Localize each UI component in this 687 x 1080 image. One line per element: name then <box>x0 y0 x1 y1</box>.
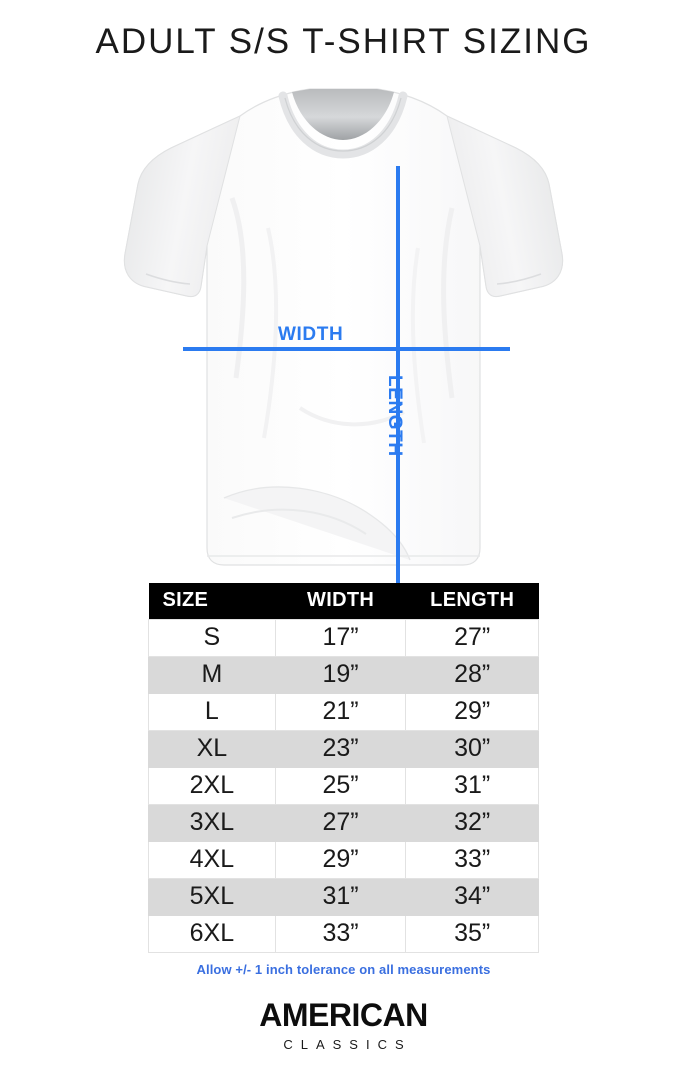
size-table: SIZE WIDTH LENGTH S 17” 27” M 19” 28” L … <box>148 583 539 953</box>
cell-length: 28” <box>405 655 539 694</box>
cell-size: L <box>148 692 276 731</box>
header-width: WIDTH <box>275 583 406 619</box>
cell-width: 19” <box>274 655 407 694</box>
tolerance-note: Allow +/- 1 inch tolerance on all measur… <box>196 962 491 977</box>
cell-length: 31” <box>405 766 539 805</box>
table-row: M 19” 28” <box>148 655 539 694</box>
table-row: 6XL 33” 35” <box>148 914 539 953</box>
cell-length: 35” <box>405 914 539 953</box>
cell-size: 6XL <box>148 914 276 953</box>
cell-width: 25” <box>274 766 407 805</box>
table-header-row: SIZE WIDTH LENGTH <box>148 583 539 619</box>
cell-width: 17” <box>274 618 407 657</box>
page-title: ADULT S/S T-SHIRT SIZING <box>95 22 592 61</box>
table-row: 4XL 29” 33” <box>148 840 539 879</box>
table-row: XL 23” 30” <box>148 729 539 768</box>
cell-width: 33” <box>274 914 407 953</box>
cell-length: 30” <box>405 729 539 768</box>
brand-name-primary: AMERICAN <box>259 997 428 1033</box>
brand-logo: AMERICAN CLASSICS <box>0 997 687 1052</box>
cell-width: 23” <box>274 729 407 768</box>
cell-length: 33” <box>405 840 539 879</box>
table-row: 2XL 25” 31” <box>148 766 539 805</box>
header-length: LENGTH <box>405 583 539 619</box>
table-row: L 21” 29” <box>148 692 539 731</box>
cell-size: S <box>148 618 276 657</box>
header-size: SIZE <box>148 583 276 619</box>
cell-width: 31” <box>274 877 407 916</box>
length-label: LENGTH <box>384 375 405 457</box>
cell-length: 29” <box>405 692 539 731</box>
cell-length: 32” <box>405 803 539 842</box>
cell-length: 34” <box>405 877 539 916</box>
tshirt-icon <box>123 88 564 566</box>
brand-name-secondary: CLASSICS <box>283 1036 412 1052</box>
width-measure-line <box>183 347 510 351</box>
cell-size: XL <box>148 729 276 768</box>
cell-width: 27” <box>274 803 407 842</box>
cell-size: 2XL <box>148 766 276 805</box>
table-row: S 17” 27” <box>148 618 539 657</box>
cell-size: 4XL <box>148 840 276 879</box>
tshirt-diagram: WIDTH LENGTH <box>0 78 687 645</box>
cell-size: 5XL <box>148 877 276 916</box>
cell-size: M <box>148 655 276 694</box>
table-row: 5XL 31” 34” <box>148 877 539 916</box>
cell-size: 3XL <box>148 803 276 842</box>
table-row: 3XL 27” 32” <box>148 803 539 842</box>
length-measure-line <box>396 166 400 645</box>
width-label: WIDTH <box>278 324 344 345</box>
cell-length: 27” <box>405 618 539 657</box>
cell-width: 21” <box>274 692 407 731</box>
cell-width: 29” <box>274 840 407 879</box>
